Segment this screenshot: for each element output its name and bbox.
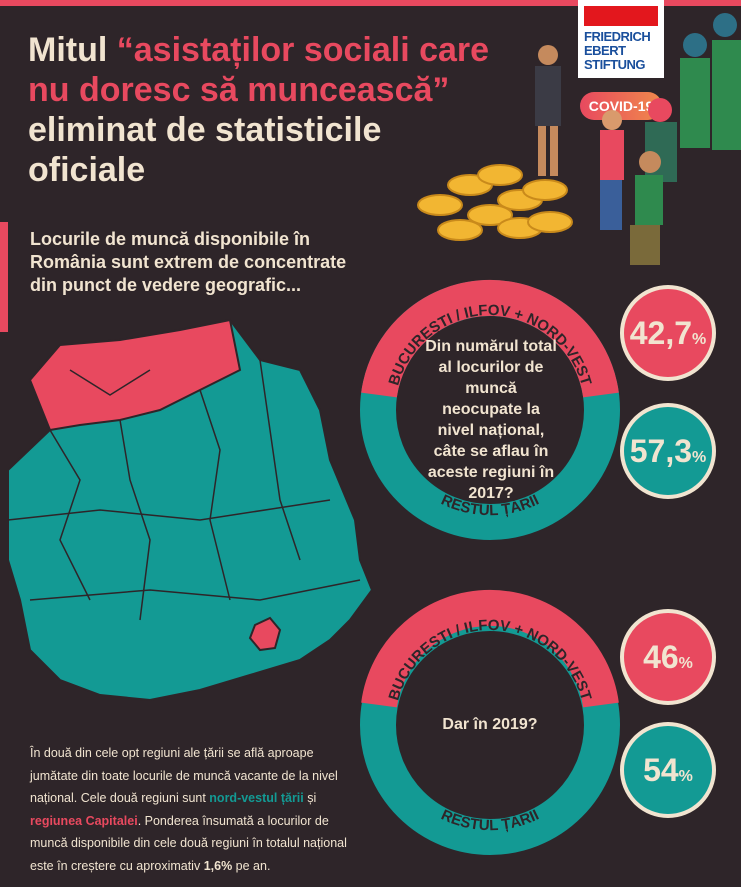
page-title: Mitul “asistaților sociali care nu dores…: [28, 31, 490, 189]
subtitle: Locurile de muncă disponibile în România…: [30, 229, 347, 295]
percent-2017-rest: 57,3%: [620, 403, 716, 499]
percent-2019-regions: 46%: [620, 609, 716, 705]
accent-bar: [0, 222, 8, 332]
top-bar: [0, 0, 741, 6]
fes-logo: FRIEDRICH EBERT STIFTUNG: [578, 0, 664, 78]
romania-map: [7, 318, 374, 702]
percent-2017-regions: 42,7%: [620, 285, 716, 381]
people-illustration: [535, 13, 741, 265]
percent-2019-rest: 54%: [620, 722, 716, 818]
question-2017: Din numărul total al locurilor de muncă …: [425, 338, 557, 502]
covid-badge: COVID-19: [580, 92, 662, 120]
description-paragraph: În două din cele opt regiuni ale țării s…: [30, 746, 347, 873]
coins-illustration: [417, 164, 573, 241]
question-2019: Dar în 2019?: [442, 716, 538, 733]
